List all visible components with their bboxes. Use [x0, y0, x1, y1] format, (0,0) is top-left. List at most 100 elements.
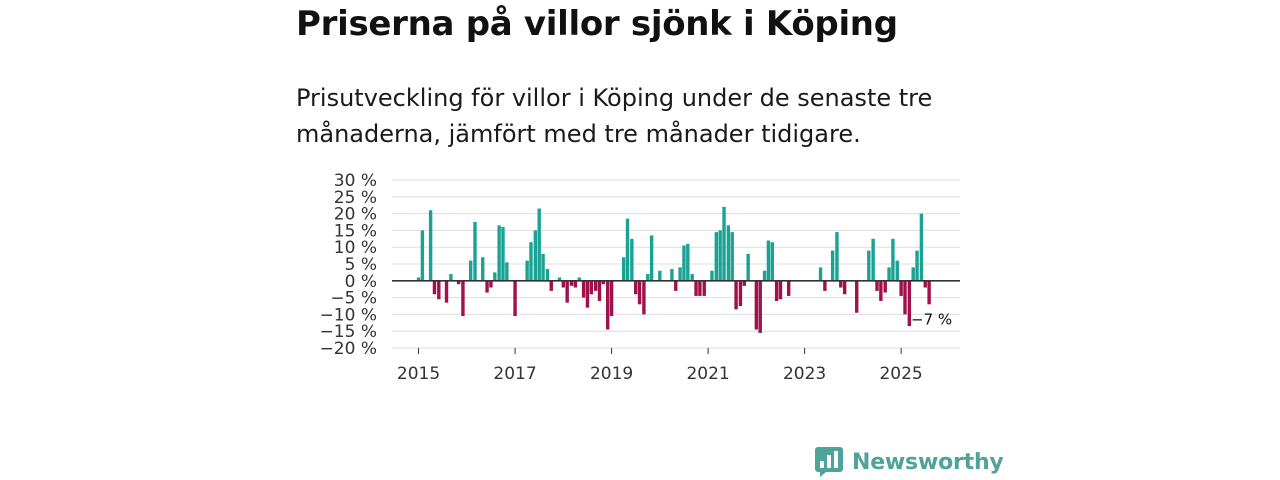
brand: Newsworthy — [815, 446, 1004, 478]
bar — [630, 238, 634, 281]
bar — [537, 208, 541, 281]
bar — [493, 272, 497, 281]
bar — [565, 280, 569, 303]
bar — [855, 280, 859, 313]
bar — [501, 227, 505, 281]
bar — [786, 280, 791, 296]
bar — [609, 280, 614, 317]
bar — [561, 280, 566, 288]
bar — [593, 280, 598, 291]
bar — [726, 225, 731, 281]
bar — [481, 257, 485, 281]
bar — [818, 267, 823, 281]
bar — [525, 260, 529, 281]
bar — [420, 230, 425, 281]
bar — [871, 238, 875, 281]
bar — [497, 225, 501, 281]
bar — [867, 250, 871, 281]
y-tick-label: −5 % — [330, 289, 377, 309]
bar — [437, 280, 441, 300]
bar — [903, 280, 907, 315]
bar — [601, 280, 606, 285]
brand-name: Newsworthy — [852, 449, 1004, 475]
bar — [774, 280, 779, 301]
bar — [473, 222, 477, 281]
bar — [468, 260, 473, 281]
x-axis-ticks: 2015 2017 2019 2021 2023 2025 — [397, 348, 923, 384]
bar — [505, 262, 509, 281]
bar — [674, 280, 678, 291]
bar — [634, 280, 638, 295]
bar — [646, 274, 650, 281]
y-tick-label: 10 % — [334, 238, 377, 258]
bar — [714, 232, 718, 281]
bar — [541, 253, 545, 281]
bar — [432, 280, 437, 295]
bar — [907, 280, 912, 327]
bar — [730, 232, 734, 281]
bar — [839, 280, 843, 288]
bar — [830, 250, 835, 281]
bar — [758, 280, 762, 333]
bar — [766, 240, 771, 281]
bar — [529, 242, 533, 281]
y-tick-label: −20 % — [320, 339, 377, 359]
bar — [895, 260, 899, 281]
y-axis-ticks: 30 %25 %20 %15 %10 %5 %0 %−5 %−10 %−15 %… — [320, 171, 377, 359]
bar — [649, 235, 654, 281]
last-value-annotation: −7 % — [911, 310, 952, 328]
chart-title: Priserna på villor sjönk i Köping — [296, 4, 898, 44]
x-tick-label: 2019 — [590, 364, 633, 384]
bar — [416, 277, 421, 281]
bar — [702, 280, 706, 296]
bar — [513, 280, 517, 317]
bar — [891, 238, 895, 281]
bar — [883, 280, 887, 293]
bar — [428, 210, 433, 281]
bar — [778, 280, 783, 300]
bar — [742, 280, 746, 286]
bar — [746, 253, 750, 281]
bar — [533, 230, 538, 281]
bar — [690, 274, 694, 281]
bar — [919, 213, 924, 281]
bar — [734, 280, 738, 310]
y-tick-label: 5 % — [345, 255, 377, 275]
x-tick-label: 2021 — [686, 364, 729, 384]
bar — [762, 270, 767, 281]
bar — [875, 280, 879, 291]
bar — [770, 242, 774, 281]
bar — [449, 274, 453, 281]
y-tick-label: 20 % — [334, 205, 377, 225]
bar — [461, 280, 465, 317]
bar — [678, 267, 682, 281]
bar — [842, 280, 847, 295]
bar — [698, 280, 702, 296]
newsworthy-logo-icon — [815, 447, 843, 477]
bar — [642, 280, 646, 315]
bar — [682, 245, 686, 281]
grid-lines — [392, 179, 960, 349]
bar — [485, 280, 489, 293]
bar — [899, 280, 903, 296]
y-tick-label: 30 % — [334, 171, 377, 191]
bar — [694, 280, 698, 296]
bar — [597, 280, 602, 301]
y-tick-label: −15 % — [320, 322, 377, 342]
x-tick-label: 2017 — [493, 364, 536, 384]
bar — [581, 280, 586, 298]
bar — [923, 280, 927, 288]
bar — [625, 218, 630, 281]
bar — [573, 280, 578, 288]
bar — [879, 280, 883, 301]
bar — [915, 250, 919, 281]
bar — [444, 280, 449, 303]
bar — [722, 206, 726, 281]
bar — [718, 230, 722, 281]
bar — [710, 270, 714, 281]
bar — [577, 277, 581, 281]
bar — [569, 280, 574, 286]
x-tick-label: 2025 — [879, 364, 922, 384]
x-tick-label: 2023 — [783, 364, 826, 384]
bar — [557, 277, 562, 281]
